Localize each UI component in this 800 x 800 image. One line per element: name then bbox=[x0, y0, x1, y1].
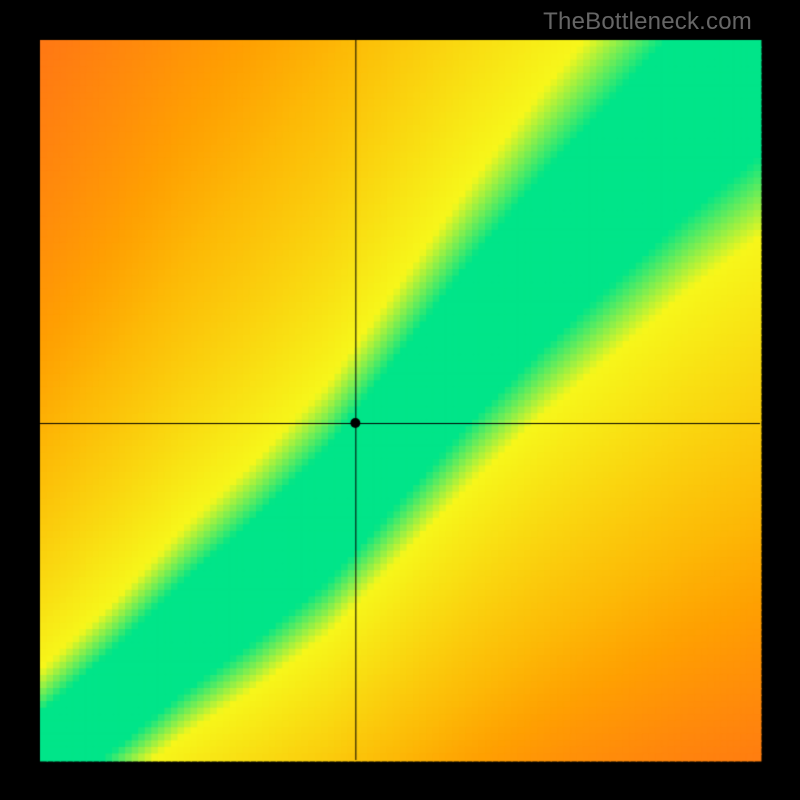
figure-container: TheBottleneck.com bbox=[0, 0, 800, 800]
heatmap-canvas bbox=[0, 0, 800, 800]
watermark-text: TheBottleneck.com bbox=[543, 8, 752, 36]
